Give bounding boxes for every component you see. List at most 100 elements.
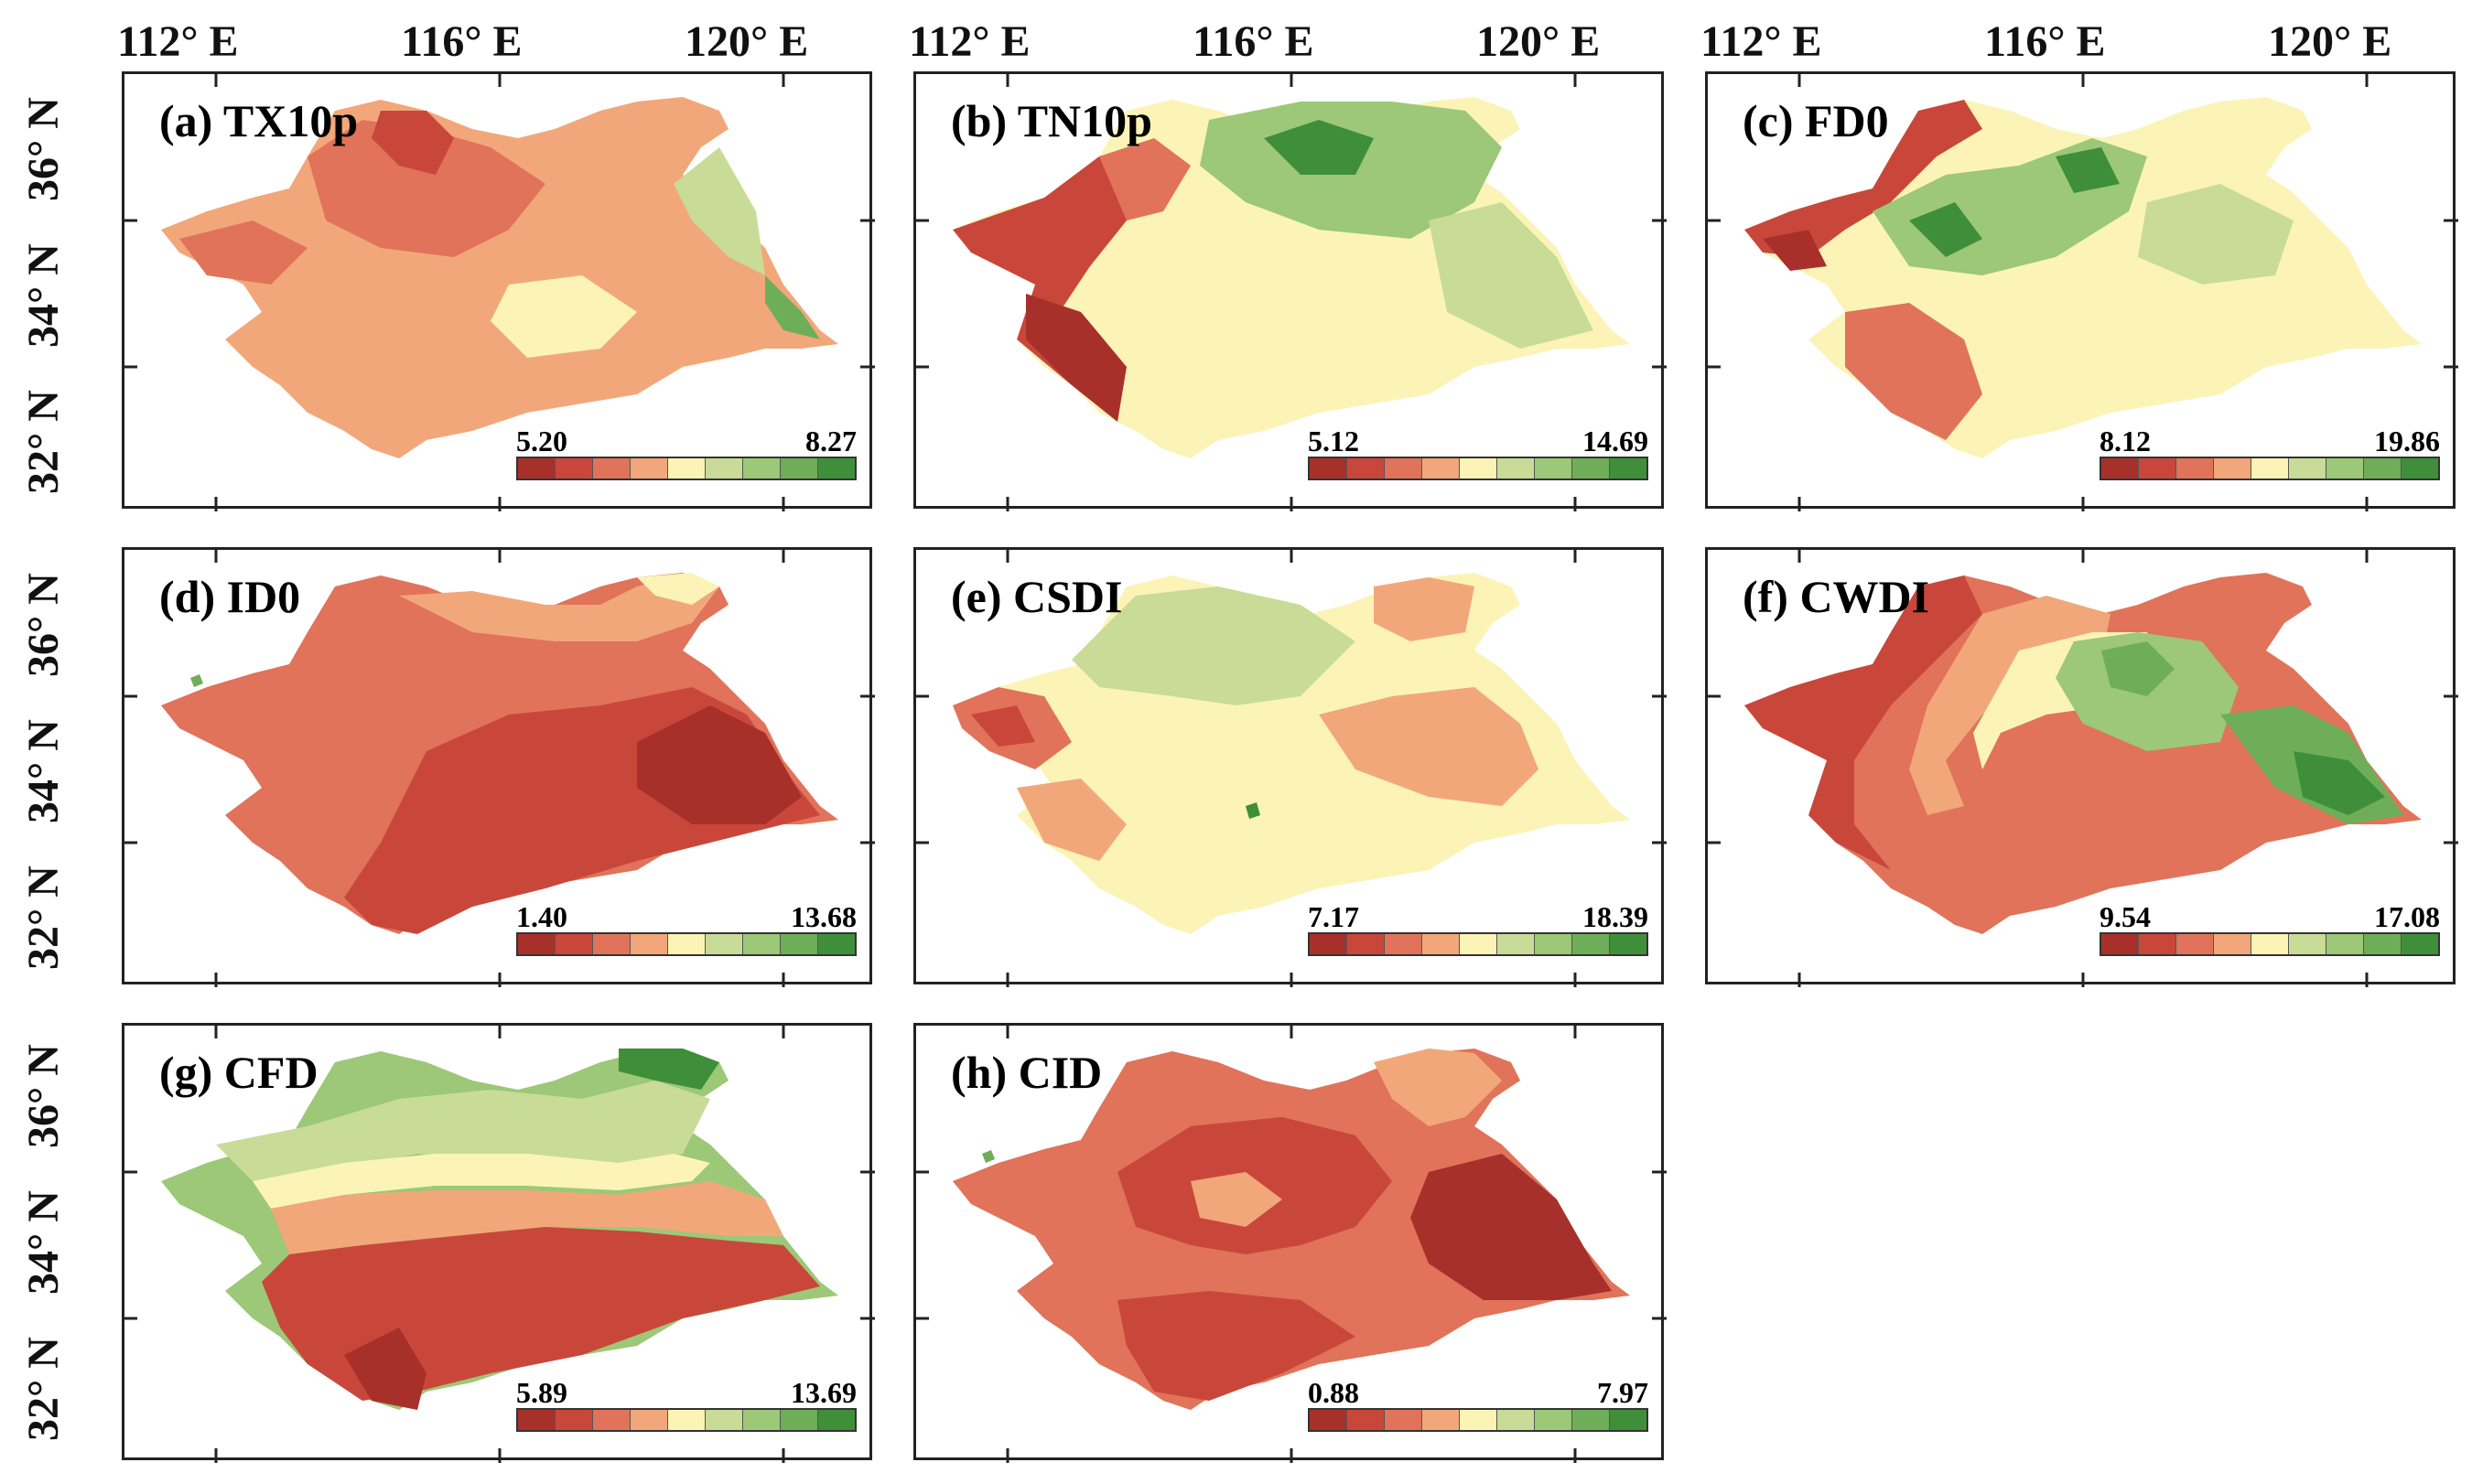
value-contour	[1763, 230, 1827, 271]
value-contour	[216, 1081, 710, 1181]
map-svg-a	[124, 74, 875, 511]
colorbar-min-g: 5.89	[516, 1376, 567, 1409]
colorbar-swatch	[2326, 458, 2364, 479]
colorbar-swatch	[593, 934, 631, 954]
value-contour	[308, 120, 545, 257]
lat-label-36-row2: 36° N	[19, 573, 68, 677]
value-contour	[674, 147, 765, 275]
colorbar-swatch	[593, 458, 631, 479]
colorbar-swatch	[1385, 1410, 1422, 1430]
value-contour	[2056, 147, 2120, 193]
value-contour	[344, 1328, 426, 1410]
colorbar-swatch	[743, 1410, 781, 1430]
value-contour	[1117, 1291, 1355, 1401]
colorbar-swatch	[668, 1410, 706, 1430]
colorbar-min-e: 7.17	[1308, 900, 1359, 933]
colorbar-swatch	[668, 458, 706, 479]
colorbar-swatch	[1460, 934, 1497, 954]
colorbar-max-h: 7.97	[1597, 1376, 1648, 1409]
colorbar-swatch	[518, 934, 556, 954]
value-contour	[1374, 1048, 1502, 1126]
colorbar-max-b: 14.69	[1582, 425, 1648, 457]
value-contour	[399, 577, 719, 641]
colorbar-swatch	[631, 1410, 668, 1430]
lon-label-116-col1: 116° E	[401, 17, 523, 66]
colorbar-swatch	[1310, 934, 1347, 954]
value-contour	[1026, 294, 1127, 422]
colorbar-e: 7.17 18.39	[1308, 901, 1648, 956]
value-contour	[1191, 1172, 1282, 1227]
colorbar-swatch	[1572, 458, 1610, 479]
map-svg-h	[916, 1026, 1667, 1463]
colorbar-swatch	[1535, 458, 1572, 479]
colorbar-swatch	[818, 1410, 855, 1430]
colorbar-max-c: 19.86	[2374, 425, 2440, 457]
colorbar-swatch	[518, 458, 556, 479]
colorbar-swatch	[706, 934, 743, 954]
value-contour	[971, 705, 1035, 747]
colorbar-swatch	[1310, 1410, 1347, 1430]
colorbar-swatch	[743, 458, 781, 479]
lat-label-32-row3: 32° N	[19, 1337, 68, 1441]
value-contour	[190, 674, 203, 687]
colorbar-swatch	[518, 1410, 556, 1430]
colorbar-swatch	[2402, 458, 2438, 479]
value-contour	[1909, 202, 1982, 257]
colorbar-swatch	[1422, 458, 1460, 479]
lon-label-112-col1: 112° E	[117, 17, 239, 66]
colorbar-max-d: 13.68	[791, 900, 857, 933]
value-contour	[179, 220, 308, 285]
lon-label-116-col2: 116° E	[1193, 17, 1314, 66]
colorbar-swatch	[2289, 934, 2326, 954]
panel-title-h: (h) CID	[951, 1047, 1103, 1098]
map-panel-g: (g) CFD 5.89 13.69	[122, 1023, 875, 1463]
lon-label-112-col2: 112° E	[909, 17, 1031, 66]
colorbar-swatches-f	[2100, 932, 2440, 956]
value-contour	[619, 1048, 719, 1090]
colorbar-swatch	[556, 934, 593, 954]
lat-label-36-row3: 36° N	[19, 1044, 68, 1148]
colorbar-swatch	[1610, 458, 1646, 479]
map-svg-g	[124, 1026, 875, 1463]
colorbar-swatch	[1385, 934, 1422, 954]
lon-label-120-col2: 120° E	[1476, 17, 1601, 66]
value-contour	[1072, 586, 1355, 705]
colorbar-swatches-b	[1308, 457, 1648, 480]
colorbar-swatches-h	[1308, 1408, 1648, 1432]
colorbar-b: 5.12 14.69	[1308, 425, 1648, 480]
colorbar-swatch	[781, 934, 818, 954]
lon-label-116-col3: 116° E	[1984, 17, 2106, 66]
value-contour	[2138, 184, 2294, 285]
colorbar-swatch	[2139, 934, 2176, 954]
colorbar-swatch	[1497, 458, 1535, 479]
map-panel-b: (b) TN10p 5.12 14.69	[913, 71, 1667, 511]
colorbar-swatch	[1460, 1410, 1497, 1430]
colorbar-swatch	[1347, 458, 1385, 479]
colorbar-swatch	[556, 1410, 593, 1430]
colorbar-swatch	[2214, 458, 2251, 479]
panel-title-a: (a) TX10p	[159, 95, 359, 146]
map-svg-f	[1708, 550, 2458, 987]
colorbar-swatch	[2101, 934, 2139, 954]
colorbar-min-b: 5.12	[1308, 425, 1359, 457]
colorbar-g: 5.89 13.69	[516, 1377, 857, 1432]
colorbar-swatch	[1422, 1410, 1460, 1430]
value-contour	[637, 573, 719, 605]
colorbar-swatches-a	[516, 457, 857, 480]
colorbar-swatch	[1460, 458, 1497, 479]
colorbar-min-a: 5.20	[516, 425, 567, 457]
map-panel-d: (d) ID0 1.40 13.68	[122, 547, 875, 987]
colorbar-swatch	[1610, 1410, 1646, 1430]
value-contour	[765, 275, 820, 339]
value-contour	[1744, 575, 1982, 870]
value-contour	[1744, 100, 1982, 257]
colorbar-swatch	[1347, 934, 1385, 954]
value-contour	[953, 156, 1191, 458]
colorbar-swatch	[631, 458, 668, 479]
colorbar-swatch	[2214, 934, 2251, 954]
value-contour	[491, 275, 637, 358]
colorbar-swatch	[2364, 934, 2402, 954]
colorbar-swatch	[2364, 458, 2402, 479]
colorbar-max-g: 13.69	[791, 1376, 857, 1409]
colorbar-swatch	[2176, 458, 2214, 479]
